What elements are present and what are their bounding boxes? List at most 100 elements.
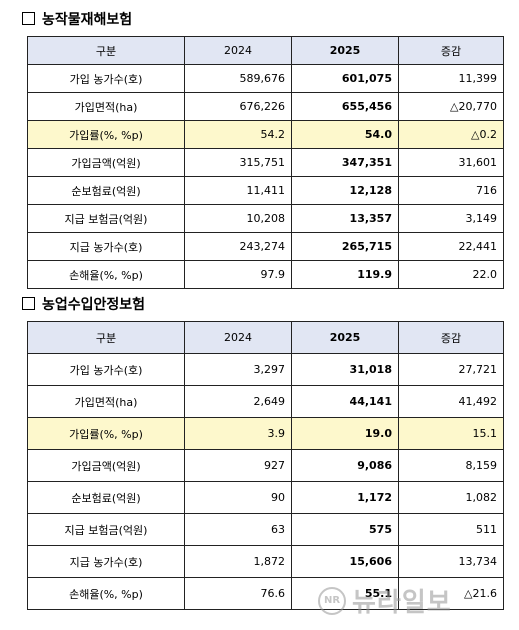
value-change: △0.2 bbox=[398, 120, 504, 149]
value-2025: 655,456 bbox=[291, 92, 399, 121]
value-change: 11,399 bbox=[398, 64, 504, 93]
value-change: △21.6 bbox=[398, 577, 504, 610]
value-2025: 31,018 bbox=[291, 353, 399, 386]
value-2025: 119.9 bbox=[291, 260, 399, 289]
value-2024: 54.2 bbox=[184, 120, 292, 149]
table-row-highlighted: 가입률(%, %p) 3.9 19.0 15.1 bbox=[27, 417, 504, 450]
value-2024: 10,208 bbox=[184, 204, 292, 233]
value-2025: 19.0 bbox=[291, 417, 399, 450]
table-row: 가입면적(ha) 2,649 44,141 41,492 bbox=[27, 385, 504, 418]
value-2024: 589,676 bbox=[184, 64, 292, 93]
table-row-highlighted: 가입률(%, %p) 54.2 54.0 △0.2 bbox=[27, 120, 504, 149]
section-title-text: 농업수입안정보험 bbox=[42, 297, 146, 313]
value-2024: 1,872 bbox=[184, 545, 292, 578]
header-category: 구분 bbox=[27, 321, 185, 354]
value-2024: 11,411 bbox=[184, 176, 292, 205]
value-2024: 76.6 bbox=[184, 577, 292, 610]
header-2025: 2025 bbox=[291, 321, 399, 354]
row-label: 가입 농가수(호) bbox=[27, 353, 185, 386]
value-change: 22.0 bbox=[398, 260, 504, 289]
header-2025: 2025 bbox=[291, 36, 399, 65]
row-label: 가입금액(억원) bbox=[27, 449, 185, 482]
value-change: 41,492 bbox=[398, 385, 504, 418]
table-row: 가입금액(억원) 315,751 347,351 31,601 bbox=[27, 148, 504, 177]
value-2025: 601,075 bbox=[291, 64, 399, 93]
table-row: 지급 농가수(호) 243,274 265,715 22,441 bbox=[27, 232, 504, 261]
value-2024: 243,274 bbox=[184, 232, 292, 261]
value-change: 13,734 bbox=[398, 545, 504, 578]
row-label: 지급 농가수(호) bbox=[27, 232, 185, 261]
table-row: 손해율(%, %p) 76.6 55.1 △21.6 bbox=[27, 577, 504, 610]
value-2025: 44,141 bbox=[291, 385, 399, 418]
value-2025: 12,128 bbox=[291, 176, 399, 205]
value-2024: 676,226 bbox=[184, 92, 292, 121]
row-label: 가입금액(억원) bbox=[27, 148, 185, 177]
row-label: 가입면적(ha) bbox=[27, 385, 185, 418]
checkbox-square-icon bbox=[22, 297, 35, 310]
table-header-row: 구분 2024 2025 증감 bbox=[27, 36, 504, 65]
row-label: 순보험료(억원) bbox=[27, 176, 185, 205]
value-2025: 265,715 bbox=[291, 232, 399, 261]
value-change: 1,082 bbox=[398, 481, 504, 514]
header-category: 구분 bbox=[27, 36, 185, 65]
header-change: 증감 bbox=[398, 36, 504, 65]
value-change: 22,441 bbox=[398, 232, 504, 261]
section-title-farm-income: 농업수입안정보험 bbox=[22, 296, 145, 314]
watermark-text: 뉴라일보 bbox=[352, 588, 452, 618]
table-row: 가입 농가수(호) 3,297 31,018 27,721 bbox=[27, 353, 504, 386]
table-header-row: 구분 2024 2025 증감 bbox=[27, 321, 504, 354]
section-title-crop-disaster: 농작물재해보험 bbox=[22, 11, 132, 29]
row-label: 지급 농가수(호) bbox=[27, 545, 185, 578]
table-row: 지급 농가수(호) 1,872 15,606 13,734 bbox=[27, 545, 504, 578]
row-label: 손해율(%, %p) bbox=[27, 577, 185, 610]
row-label: 손해율(%, %p) bbox=[27, 260, 185, 289]
value-2024: 3,297 bbox=[184, 353, 292, 386]
farm-income-table: 구분 2024 2025 증감 가입 농가수(호) 3,297 31,018 2… bbox=[27, 321, 504, 610]
table-row: 가입면적(ha) 676,226 655,456 △20,770 bbox=[27, 92, 504, 121]
row-label: 가입률(%, %p) bbox=[27, 417, 185, 450]
value-2024: 2,649 bbox=[184, 385, 292, 418]
table-row: 가입 농가수(호) 589,676 601,075 11,399 bbox=[27, 64, 504, 93]
newspaper-watermark: NR 뉴라일보 bbox=[318, 582, 452, 619]
value-change: 27,721 bbox=[398, 353, 504, 386]
value-2024: 63 bbox=[184, 513, 292, 546]
value-2024: 315,751 bbox=[184, 148, 292, 177]
row-label: 가입 농가수(호) bbox=[27, 64, 185, 93]
checkbox-square-icon bbox=[22, 12, 35, 25]
header-2024: 2024 bbox=[184, 36, 292, 65]
value-2025: 54.0 bbox=[291, 120, 399, 149]
value-2024: 3.9 bbox=[184, 417, 292, 450]
value-2024: 90 bbox=[184, 481, 292, 514]
value-change: 511 bbox=[398, 513, 504, 546]
table-row: 순보험료(억원) 11,411 12,128 716 bbox=[27, 176, 504, 205]
value-2024: 97.9 bbox=[184, 260, 292, 289]
value-change: 15.1 bbox=[398, 417, 504, 450]
value-2025: 15,606 bbox=[291, 545, 399, 578]
nr-logo-icon: NR bbox=[318, 586, 346, 615]
value-2025: 347,351 bbox=[291, 148, 399, 177]
value-change: 31,601 bbox=[398, 148, 504, 177]
value-2025: 575 bbox=[291, 513, 399, 546]
table-row: 가입금액(억원) 927 9,086 8,159 bbox=[27, 449, 504, 482]
table-row: 손해율(%, %p) 97.9 119.9 22.0 bbox=[27, 260, 504, 289]
row-label: 순보험료(억원) bbox=[27, 481, 185, 514]
row-label: 가입률(%, %p) bbox=[27, 120, 185, 149]
value-2025: 1,172 bbox=[291, 481, 399, 514]
value-change: △20,770 bbox=[398, 92, 504, 121]
value-change: 716 bbox=[398, 176, 504, 205]
value-2024: 927 bbox=[184, 449, 292, 482]
row-label: 지급 보험금(억원) bbox=[27, 204, 185, 233]
value-2025: 9,086 bbox=[291, 449, 399, 482]
crop-disaster-table: 구분 2024 2025 증감 가입 농가수(호) 589,676 601,07… bbox=[27, 36, 504, 289]
table-row: 순보험료(억원) 90 1,172 1,082 bbox=[27, 481, 504, 514]
table-row: 지급 보험금(억원) 10,208 13,357 3,149 bbox=[27, 204, 504, 233]
header-change: 증감 bbox=[398, 321, 504, 354]
row-label: 지급 보험금(억원) bbox=[27, 513, 185, 546]
value-change: 8,159 bbox=[398, 449, 504, 482]
value-change: 3,149 bbox=[398, 204, 504, 233]
table-row: 지급 보험금(억원) 63 575 511 bbox=[27, 513, 504, 546]
row-label: 가입면적(ha) bbox=[27, 92, 185, 121]
header-2024: 2024 bbox=[184, 321, 292, 354]
section-title-text: 농작물재해보험 bbox=[42, 12, 133, 28]
value-2025: 13,357 bbox=[291, 204, 399, 233]
